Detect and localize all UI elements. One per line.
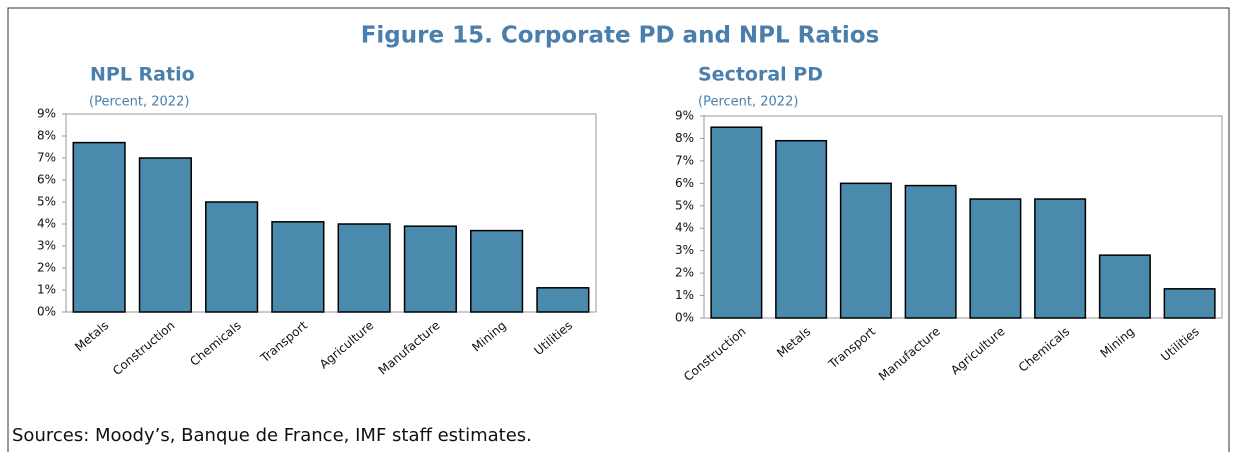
y-tick-label: 0% [675, 311, 694, 325]
y-tick-label: 5% [675, 198, 694, 212]
bar [138, 157, 192, 313]
figure-title: Figure 15. Corporate PD and NPL Ratios [361, 23, 880, 49]
x-tick-label: Agriculture [317, 318, 377, 371]
x-tick-label: Construction [681, 324, 749, 384]
x-tick-label: Construction [110, 318, 178, 378]
bar [470, 229, 524, 313]
x-tick-label: Transport [825, 324, 878, 372]
chart-title: Sectoral PD [698, 64, 823, 86]
x-tick-label: Utilities [1158, 324, 1202, 364]
y-tick-label: 6% [675, 176, 694, 190]
bar [904, 184, 957, 319]
x-tick-label: Agriculture [948, 324, 1008, 377]
y-tick-label: 9% [37, 107, 56, 121]
bar [1098, 254, 1151, 319]
x-tick-label: Metals [774, 324, 813, 360]
y-tick-label: 3% [675, 243, 694, 257]
bar [1034, 198, 1087, 319]
frame [7, 7, 1230, 456]
y-tick-label: 2% [675, 266, 694, 280]
bar [271, 221, 325, 313]
y-tick-label: 8% [675, 131, 694, 145]
x-tick-label: Mining [469, 318, 509, 354]
y-tick-label: 7% [37, 151, 56, 165]
x-tick-label: Mining [1098, 324, 1138, 360]
x-tick-label: Chemicals [1016, 324, 1072, 375]
y-tick-label: 1% [675, 288, 694, 302]
source-note: Sources: Moody’s, Banque de France, IMF … [12, 425, 532, 446]
y-tick-label: 9% [675, 109, 694, 123]
bar [710, 126, 763, 319]
x-tick-label: Transport [257, 318, 310, 366]
chart-subtitle: (Percent, 2022) [89, 95, 189, 110]
y-tick-label: 2% [37, 261, 56, 275]
plot-area [703, 115, 1223, 319]
x-tick-label: Utilities [531, 318, 575, 358]
y-tick-label: 5% [37, 195, 56, 209]
bar [839, 182, 892, 319]
x-tick-label: Chemicals [187, 318, 243, 369]
x-tick-label: Manufacture [876, 324, 943, 383]
x-tick-label: Metals [72, 318, 111, 354]
y-tick-label: 6% [37, 173, 56, 187]
plot-area [65, 113, 597, 313]
bar [337, 223, 391, 313]
y-tick-label: 4% [37, 217, 56, 231]
bar [775, 139, 828, 319]
bar [403, 225, 457, 313]
x-tick-label: Manufacture [376, 318, 443, 377]
y-tick-label: 3% [37, 239, 56, 253]
bar [1163, 288, 1216, 319]
bar [969, 198, 1022, 319]
bar [205, 201, 259, 313]
chart-subtitle: (Percent, 2022) [698, 95, 798, 110]
bar [536, 287, 590, 313]
y-tick-label: 1% [37, 283, 56, 297]
bar [72, 141, 126, 313]
y-tick-label: 8% [37, 129, 56, 143]
y-tick-label: 0% [37, 305, 56, 319]
y-tick-label: 4% [675, 221, 694, 235]
chart-title: NPL Ratio [90, 64, 195, 86]
y-tick-label: 7% [675, 153, 694, 167]
